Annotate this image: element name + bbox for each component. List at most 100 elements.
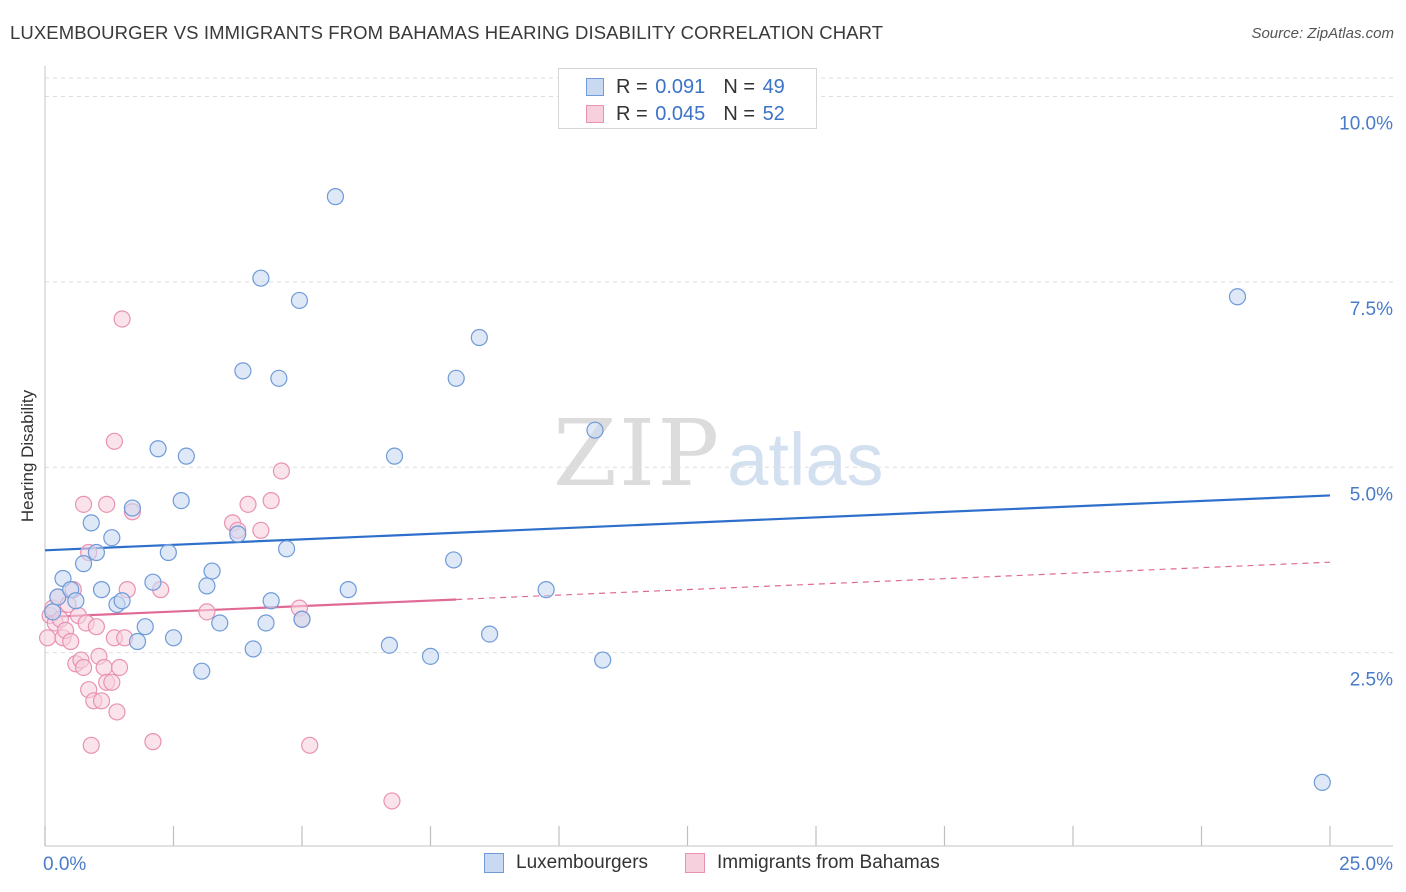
luxembourger-point [380, 636, 398, 654]
luxembourger-point [229, 525, 247, 543]
bahamas-point [92, 692, 111, 710]
bahamas-point [301, 736, 319, 754]
legend-item-bahamas: Immigrants from Bahamas [685, 852, 940, 874]
luxembourger-trend-line [44, 494, 1331, 552]
bahamas-point [74, 495, 93, 513]
luxembourger-point [87, 543, 106, 562]
bahamas-point [272, 462, 291, 480]
axes [44, 66, 1393, 847]
y-tick-label: 5.0% [1350, 484, 1393, 505]
legend-n-value: 52 [762, 102, 785, 125]
luxembourger-point [481, 625, 499, 643]
luxembourger-point [74, 555, 93, 573]
bahamas-point [62, 632, 80, 651]
trend-lines [44, 494, 1331, 619]
bahamas-point [252, 521, 270, 539]
luxembourger-point [244, 640, 262, 658]
legend-r-value: 0.091 [655, 75, 706, 98]
luxembourger-point [44, 603, 62, 621]
chart-title: LUXEMBOURGER VS IMMIGRANTS FROM BAHAMAS … [10, 22, 884, 43]
legend-swatch-pink [586, 105, 604, 123]
luxembourger-point [421, 647, 440, 665]
luxembourger-point [149, 440, 167, 458]
legend-swatch-blue [484, 853, 504, 873]
luxembourger-point [537, 581, 555, 599]
luxembourger-point [164, 629, 183, 647]
luxembourger-point [123, 499, 141, 517]
bahamas-point [198, 603, 216, 621]
legend-top: R = 0.091 N = 49 R = 0.045 N = 52 [558, 68, 817, 129]
luxembourger-point [193, 662, 211, 680]
luxembourger-point [144, 573, 162, 591]
y-tick-label: 7.5% [1350, 299, 1393, 320]
bahamas-point [105, 432, 123, 450]
x-tick-label: 0.0% [43, 854, 86, 875]
legend-label-luxembourgers: Luxembourgers [516, 852, 649, 873]
luxembourger-point [159, 543, 177, 562]
luxembourger-point [270, 369, 288, 387]
y-tick-label: 10.0% [1339, 114, 1393, 135]
bahamas-point [87, 618, 106, 636]
luxembourger-point [277, 540, 296, 558]
legend-bottom: Luxembourgers Immigrants from Bahamas [0, 852, 1406, 878]
bahamas-point [110, 658, 129, 677]
data-points [38, 188, 1331, 810]
bahamas-point [383, 792, 401, 810]
legend-row-bahamas: R = 0.045 N = 52 [586, 101, 785, 127]
watermark-atlas: atlas [727, 418, 884, 501]
bahamas-point [108, 703, 126, 721]
luxembourger-point [385, 447, 404, 465]
luxembourger-point [128, 632, 147, 651]
luxembourger-point [445, 551, 463, 569]
luxembourger-point [470, 328, 488, 347]
luxembourger-point [203, 562, 221, 580]
bahamas-trend-line [44, 598, 457, 619]
luxembourger-point [594, 651, 612, 669]
bahamas-point [38, 629, 57, 647]
luxembourger-point [211, 614, 229, 632]
legend-n-value: 49 [762, 75, 785, 98]
legend-row-luxembourgers: R = 0.091 N = 49 [586, 74, 785, 100]
luxembourger-point [177, 447, 195, 465]
bahamas-point [103, 673, 121, 691]
luxembourger-point [262, 592, 280, 610]
bahamas-point [144, 733, 162, 751]
luxembourger-point [252, 269, 270, 287]
luxembourger-point [113, 592, 131, 610]
watermark: ZIPatlas [553, 400, 883, 507]
bahamas-trend-line-dashed [456, 561, 1331, 601]
luxembourger-point [82, 514, 100, 532]
luxembourger-point [290, 291, 309, 310]
legend-item-luxembourgers: Luxembourgers [484, 852, 648, 874]
luxembourger-point [339, 581, 357, 599]
luxembourger-point [1313, 773, 1331, 791]
luxembourger-point [293, 610, 311, 628]
watermark-zip: ZIP [553, 400, 722, 507]
bahamas-point [262, 492, 280, 510]
luxembourger-point [1228, 288, 1247, 306]
bahamas-point [239, 495, 257, 513]
x-tick-label: 25.0% [1339, 854, 1393, 875]
luxembourger-point [586, 421, 604, 439]
legend-swatch-blue [586, 78, 604, 96]
luxembourger-point [257, 614, 275, 632]
luxembourger-point [136, 618, 154, 636]
legend-swatch-pink [685, 853, 705, 873]
legend-r-label: R = [616, 75, 648, 98]
bahamas-point [74, 658, 93, 677]
bahamas-point [82, 736, 100, 754]
luxembourger-point [172, 492, 190, 510]
bahamas-point [98, 495, 116, 513]
luxembourger-point [92, 581, 111, 599]
luxembourger-point [447, 369, 465, 387]
y-tick-label: 2.5% [1350, 670, 1393, 691]
legend-r-label: R = [616, 102, 648, 125]
bahamas-point [95, 658, 113, 677]
source-label: Source: ZipAtlas.com [1251, 25, 1394, 42]
luxembourger-point [103, 529, 121, 547]
legend-label-bahamas: Immigrants from Bahamas [717, 852, 940, 873]
luxembourger-point [198, 577, 216, 595]
bahamas-point [113, 310, 131, 328]
luxembourger-point [49, 588, 67, 606]
